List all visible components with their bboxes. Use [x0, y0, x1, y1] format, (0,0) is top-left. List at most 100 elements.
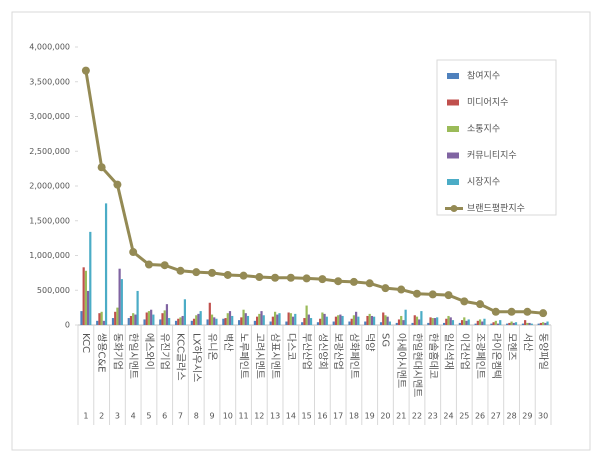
line-marker — [523, 307, 532, 316]
bar — [276, 314, 279, 325]
bar — [165, 304, 169, 325]
bar — [319, 318, 322, 325]
legend-label: 소통지수 — [467, 124, 500, 135]
line-marker — [539, 309, 548, 318]
bar — [478, 319, 482, 325]
x-tick-label: 쌍용C&E — [96, 333, 108, 373]
legend-label: 미디어지수 — [467, 97, 508, 108]
x-tick-label: 동화기업 — [111, 333, 124, 370]
x-tick-label: 부산산업 — [301, 333, 314, 370]
bar — [339, 314, 342, 325]
bar — [181, 315, 184, 325]
bar — [496, 323, 500, 325]
bar — [458, 322, 461, 325]
rank-label: 4 — [131, 412, 136, 421]
bar — [372, 316, 376, 325]
bar — [89, 231, 92, 325]
bar — [147, 311, 151, 325]
bar — [262, 315, 265, 325]
x-tick-label: 서산 — [521, 333, 533, 351]
bar — [492, 322, 495, 325]
rank-label: 18 — [349, 412, 359, 421]
bar — [104, 203, 108, 325]
x-tick-label: 동양파일 — [537, 333, 549, 370]
x-tick-label: 벽산 — [222, 333, 234, 351]
rank-label: 27 — [491, 412, 501, 421]
x-tick-label: 한일시멘트 — [127, 333, 139, 379]
bar — [129, 315, 133, 325]
rank-label: 16 — [317, 412, 327, 421]
bar — [420, 311, 423, 325]
bar — [84, 270, 87, 325]
legend-swatch — [447, 126, 459, 132]
x-tick-label: 삼화페인트 — [348, 333, 360, 379]
bar — [546, 321, 549, 325]
bar — [506, 323, 509, 325]
legend-label: 커뮤니티지수 — [467, 150, 517, 161]
bar — [231, 315, 234, 325]
bar — [132, 313, 135, 325]
bar — [226, 313, 229, 325]
rank-label: 6 — [162, 412, 167, 421]
line-marker — [476, 300, 485, 309]
line-marker — [491, 307, 500, 316]
bar — [174, 320, 178, 325]
legend-swatch — [447, 73, 459, 79]
bar — [526, 322, 529, 325]
bar — [120, 279, 123, 325]
legend-swatch — [447, 179, 459, 185]
line-marker — [144, 260, 153, 269]
bar — [98, 313, 101, 325]
bar — [332, 321, 335, 325]
rank-label: 28 — [506, 412, 516, 421]
bar — [451, 320, 455, 325]
bar — [228, 311, 232, 325]
legend-swatch — [447, 99, 459, 106]
legend-marker — [450, 205, 458, 212]
rank-label: 14 — [286, 412, 296, 421]
bar — [481, 321, 484, 325]
bar — [411, 322, 414, 325]
legend-swatch — [447, 152, 459, 159]
bar — [539, 322, 543, 325]
bar — [152, 314, 155, 325]
rank-label: 22 — [412, 412, 422, 421]
bar — [192, 318, 196, 325]
y-tick-label: 3,500,000 — [29, 77, 70, 86]
legend-label: 브랜드평판지수 — [467, 203, 525, 214]
bar — [514, 322, 518, 325]
bar — [321, 312, 324, 325]
bar — [476, 320, 479, 325]
y-tick-label: 2,000,000 — [29, 182, 70, 191]
line-marker — [255, 273, 264, 282]
bar — [82, 267, 85, 325]
bar — [309, 318, 313, 325]
bar — [463, 317, 466, 325]
bar — [386, 316, 389, 325]
bar — [483, 318, 486, 325]
rank-label: 21 — [396, 412, 406, 421]
bar — [100, 311, 103, 325]
line-marker — [223, 270, 232, 279]
bar — [402, 320, 405, 325]
y-tick-label: 0 — [65, 321, 70, 330]
line-marker — [271, 273, 280, 282]
bar — [238, 320, 241, 325]
bar — [413, 315, 416, 325]
bar — [143, 319, 146, 325]
bar — [208, 302, 211, 325]
bar — [357, 316, 360, 325]
bar — [136, 290, 139, 325]
x-tick-label: 한솔홈데코 — [427, 333, 440, 379]
bar — [118, 268, 121, 325]
bar — [240, 317, 243, 325]
rank-label: 3 — [115, 412, 120, 421]
bar — [150, 309, 153, 325]
bar — [278, 313, 281, 325]
bar — [224, 318, 227, 325]
rank-label: 20 — [380, 412, 390, 421]
line-marker — [176, 266, 185, 275]
legend-label: 참여지수 — [467, 70, 500, 82]
bar — [524, 320, 527, 325]
